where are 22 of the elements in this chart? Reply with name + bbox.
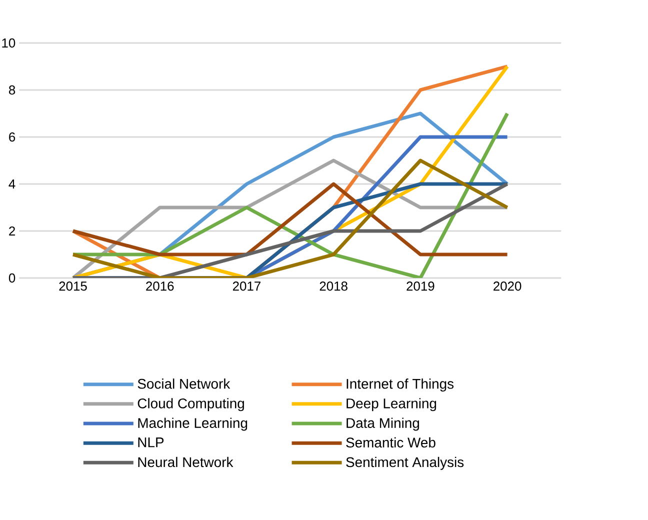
legend-label: Neural Network: [138, 456, 234, 468]
x-tick-label: 2015: [59, 282, 87, 291]
legend-label: Social Network: [138, 378, 230, 389]
x-tick-label: 2016: [146, 282, 174, 291]
y-tick-label: 0: [8, 273, 16, 283]
x-tick-label: 2017: [232, 282, 260, 291]
y-tick-label: 6: [9, 132, 16, 142]
y-tick-label: 4: [8, 180, 16, 188]
legend-label: Deep Learning: [346, 398, 436, 412]
x-tick-label: 2018: [320, 282, 348, 291]
x-tick-label: 2020: [494, 282, 522, 291]
y-tick-label: 8: [8, 85, 16, 95]
legend-label: Semantic Web: [346, 437, 436, 448]
y-tick-label: 2: [9, 226, 15, 236]
legend-label: Data Mining: [346, 418, 420, 431]
legend-label: Machine Learning: [138, 418, 248, 431]
legend-label: Sentiment Analysis: [346, 456, 464, 470]
legend-label: NLP: [138, 438, 164, 448]
legend-label: Internet of Things: [346, 378, 454, 392]
y-tick-label: 10: [2, 38, 16, 48]
x-tick-label: 2019: [406, 282, 434, 291]
legend-label: Cloud Computing: [138, 398, 244, 412]
